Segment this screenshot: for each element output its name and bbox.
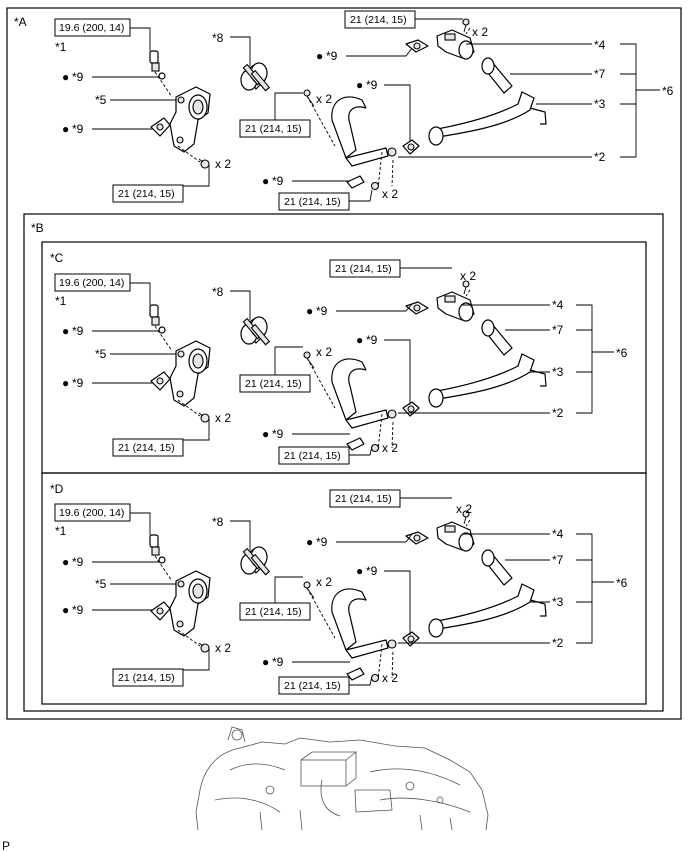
svg-text:●: ● [262,174,269,188]
svg-text:●: ● [62,324,69,338]
section-c-label: *C [50,251,64,265]
label-8: *8 [212,31,224,45]
qty-a4: x 2 [472,25,488,39]
torque-box-housing-bolt [112,184,184,203]
svg-text:x 2: x 2 [316,575,332,589]
label-1: *1 [55,40,67,54]
svg-text:*8: *8 [212,285,224,299]
torque-box-outlet-bolt [344,10,416,29]
label-3: *3 [594,97,606,111]
label-9-a4: *9 [326,49,338,63]
svg-text:21 (214, 15): 21 (214, 15) [245,606,302,618]
svg-text:●: ● [62,555,69,569]
svg-text:●: ● [62,376,69,390]
svg-text:*5: *5 [95,347,107,361]
svg-text:x 2: x 2 [215,411,231,425]
label-7: *7 [594,67,606,81]
svg-text:*9: *9 [72,555,84,569]
qty-a1: x 2 [215,157,231,171]
svg-text:*3: *3 [552,365,564,379]
svg-text:*9: *9 [72,376,84,390]
section-d-diagram: 19.6 (200, 14) *1 ● *9 *5 ● *9 x 2 21 (2… [54,489,628,695]
svg-text:●: ● [262,427,269,441]
svg-text:x 2: x 2 [382,671,398,685]
label-9-a1: *9 [72,70,84,84]
section-d-label: *D [50,482,64,496]
torque-box-bracket-bolt [278,192,350,211]
section-d-frame [41,472,647,705]
svg-text:21 (214, 15): 21 (214, 15) [335,493,392,505]
section-a-diagram: 19.6 (200, 14) *1 ● *9 *5 ● *9 x 2 21 (2… [54,10,674,211]
svg-text:x 2: x 2 [456,502,472,516]
qty-a2: x 2 [316,92,332,106]
engine-location-sketch [195,726,489,831]
svg-text:x 2: x 2 [316,345,332,359]
svg-text:*9: *9 [316,304,328,318]
footer-code: P [2,839,10,852]
svg-text:*9: *9 [72,324,84,338]
section-a-label: *A [14,15,27,29]
svg-text:*4: *4 [552,527,564,541]
svg-text:●: ● [316,49,323,63]
svg-text:●: ● [356,78,363,92]
svg-text:*9: *9 [272,655,284,669]
svg-text:*4: *4 [552,298,564,312]
label-9-a5: *9 [366,78,378,92]
svg-text:21 (214, 15): 21 (214, 15) [335,263,392,275]
torque-value-sensor: 19.6 (200, 14) [59,22,124,34]
svg-text:19.6 (200, 14): 19.6 (200, 14) [59,507,124,519]
torque-box-sensor [54,18,131,37]
svg-text:●: ● [62,122,69,136]
svg-text:*8: *8 [212,515,224,529]
svg-text:21 (214, 15): 21 (214, 15) [284,680,341,692]
svg-text:●: ● [62,603,69,617]
svg-text:*7: *7 [552,323,564,337]
svg-text:*3: *3 [552,595,564,609]
section-a-frame [6,7,682,720]
svg-text:21 (214, 15): 21 (214, 15) [284,196,341,208]
section-b-frame [23,213,664,712]
svg-text:*1: *1 [55,294,67,308]
label-5: *5 [95,93,107,107]
svg-text:*6: *6 [616,346,628,360]
svg-text:*9: *9 [72,603,84,617]
svg-text:●: ● [306,535,313,549]
svg-text:21 (214, 15): 21 (214, 15) [284,450,341,462]
qty-a3: x 2 [382,187,398,201]
svg-text:*9: *9 [366,333,378,347]
svg-text:x 2: x 2 [215,641,231,655]
label-9-a2: *9 [72,122,84,136]
svg-text:*2: *2 [552,406,564,420]
label-4: *4 [594,38,606,52]
svg-text:21 (214, 15): 21 (214, 15) [245,378,302,390]
svg-text:*7: *7 [552,553,564,567]
svg-text:●: ● [356,564,363,578]
label-9-a3: *9 [272,174,284,188]
svg-text:21 (214, 15): 21 (214, 15) [350,14,407,26]
svg-text:●: ● [62,70,69,84]
svg-text:x 2: x 2 [460,269,476,283]
svg-text:*5: *5 [95,577,107,591]
section-c-diagram: 19.6 (200, 14) *1 ● *9 *5 ● *9 x 2 21 (2… [54,259,628,465]
label-2: *2 [594,150,606,164]
svg-text:21 (214, 15): 21 (214, 15) [118,672,175,684]
svg-text:*2: *2 [552,636,564,650]
label-6: *6 [662,84,674,98]
svg-text:*9: *9 [366,564,378,578]
svg-text:21 (214, 15): 21 (214, 15) [245,123,302,135]
svg-text:*9: *9 [316,535,328,549]
svg-text:●: ● [306,304,313,318]
svg-text:*9: *9 [272,427,284,441]
svg-text:21 (214, 15): 21 (214, 15) [118,442,175,454]
section-b-label: *B [31,221,44,235]
svg-text:*6: *6 [616,576,628,590]
svg-text:●: ● [356,333,363,347]
svg-text:●: ● [262,655,269,669]
svg-text:x 2: x 2 [382,441,398,455]
svg-text:*1: *1 [55,524,67,538]
torque-box-pipe-bolt [239,119,311,138]
svg-text:19.6 (200, 14): 19.6 (200, 14) [59,277,124,289]
svg-text:21 (214, 15): 21 (214, 15) [118,188,175,200]
